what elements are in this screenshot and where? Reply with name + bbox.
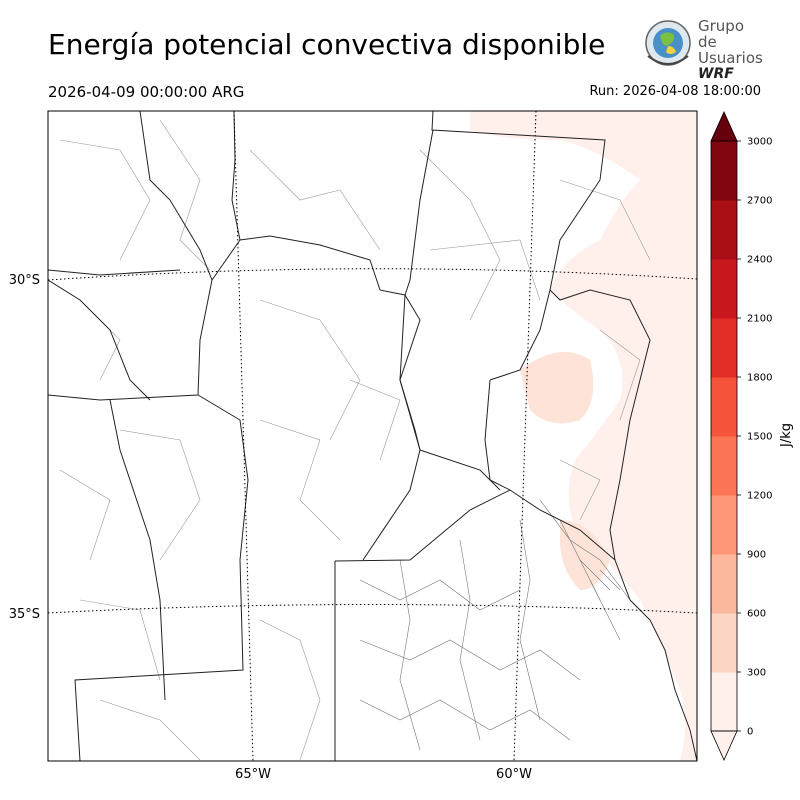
logo-line2: Usuarios — [698, 49, 763, 67]
wrf-users-logo: Grupo de Usuarios WRF — [640, 16, 763, 82]
colorbar-tick-label: 1800 — [747, 373, 772, 384]
logo-line3: WRF — [698, 66, 734, 82]
colorbar-extend-max — [710, 111, 738, 142]
colorbar-segment — [711, 672, 737, 732]
colorbar-segment — [711, 613, 737, 673]
colorbar-segment — [711, 436, 737, 496]
globe-icon — [645, 20, 691, 66]
lat-label-35s: 35°S — [9, 607, 40, 622]
lon-label-60w: 60°W — [496, 767, 532, 782]
map-title: Energía potencial convectiva disponible — [48, 28, 606, 61]
cape-field — [470, 111, 697, 761]
colorbar-tick-label: 600 — [747, 609, 766, 620]
lat-label-30s: 30°S — [9, 273, 40, 288]
colorbar-tick-label: 300 — [747, 668, 766, 679]
colorbar: 0 300 600 900 1200 1500 1800 2100 2400 2700 3000 — [710, 111, 772, 761]
colorbar-segment — [711, 141, 737, 201]
lon-label-65w: 65°W — [235, 767, 271, 782]
colorbar-extend-min — [710, 730, 738, 761]
colorbar-segment — [711, 377, 737, 437]
colorbar-tick-label: 1200 — [747, 491, 772, 502]
admin-boundaries — [48, 111, 697, 761]
colorbar-segment — [711, 200, 737, 260]
colorbar-tick-label: 2700 — [747, 196, 772, 207]
colorbar-segment — [711, 259, 737, 319]
graticule — [48, 111, 697, 761]
colorbar-tick-label: 2400 — [747, 255, 772, 266]
logo-line1: Grupo de — [698, 17, 744, 51]
map-frame — [47, 110, 698, 762]
valid-time: 2026-04-09 00:00:00 ARG — [48, 83, 245, 101]
colorbar-segment — [711, 495, 737, 555]
run-time: Run: 2026-04-08 18:00:00 — [589, 84, 761, 99]
colorbar-tick-label: 2100 — [747, 314, 772, 325]
colorbar-tick-label: 900 — [747, 550, 766, 561]
colorbar-unit-label: J/kg — [779, 423, 794, 448]
colorbar-segment — [711, 554, 737, 614]
colorbar-tick-label: 1500 — [747, 432, 772, 443]
colorbar-segment — [711, 318, 737, 378]
colorbar-tick-label: 0 — [747, 727, 753, 738]
colorbar-tick-label: 3000 — [747, 137, 772, 148]
